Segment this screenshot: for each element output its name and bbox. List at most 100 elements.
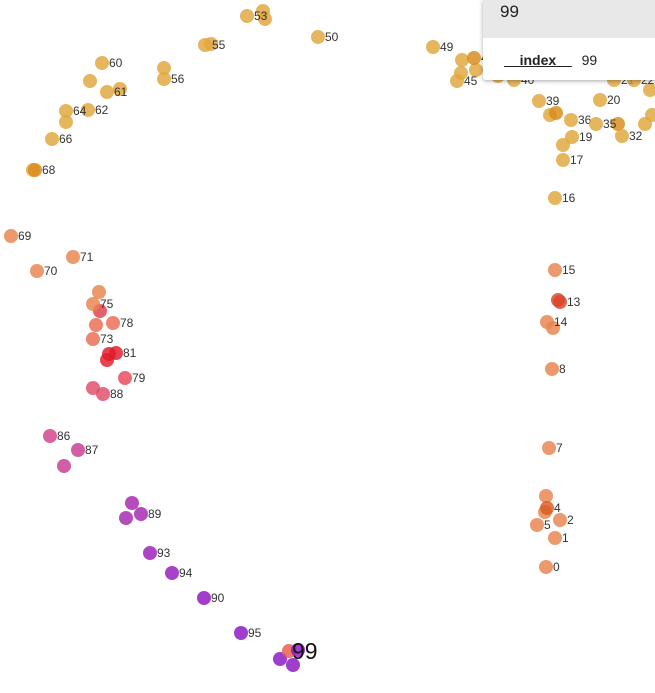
point-label-4: 4 — [554, 501, 561, 515]
data-point[interactable] — [643, 83, 655, 97]
data-point-49[interactable] — [426, 40, 440, 54]
point-label-86: 86 — [57, 429, 71, 443]
point-label-0: 0 — [553, 560, 560, 574]
point-label-55: 55 — [212, 38, 226, 52]
data-point-79[interactable] — [118, 371, 132, 385]
data-point[interactable] — [291, 643, 305, 657]
data-point-0[interactable] — [539, 560, 553, 574]
data-point[interactable] — [258, 12, 272, 26]
data-point-61[interactable] — [100, 85, 114, 99]
data-point-66[interactable] — [45, 132, 59, 146]
labeled-points: 0124578141315161719363532203921224045434… — [4, 9, 655, 640]
data-point[interactable] — [83, 74, 97, 88]
point-label-8: 8 — [559, 362, 566, 376]
data-point-75[interactable] — [86, 297, 100, 311]
point-label-45: 45 — [464, 74, 478, 88]
point-label-19: 19 — [579, 130, 593, 144]
data-point[interactable] — [57, 459, 71, 473]
data-point-8[interactable] — [545, 362, 559, 376]
data-point-69[interactable] — [4, 229, 18, 243]
data-point[interactable] — [113, 82, 127, 96]
data-point-87[interactable] — [71, 443, 85, 457]
data-point-70[interactable] — [30, 264, 44, 278]
point-label-56: 56 — [171, 72, 185, 86]
tooltip-field-name: __index__ — [504, 52, 572, 68]
data-point[interactable] — [455, 53, 469, 67]
data-point-15[interactable] — [548, 263, 562, 277]
data-point-14[interactable] — [540, 315, 554, 329]
data-point-5[interactable] — [530, 518, 544, 532]
data-point-73[interactable] — [86, 332, 100, 346]
point-label-2: 2 — [567, 513, 574, 527]
data-point[interactable] — [556, 138, 570, 152]
data-point-60[interactable] — [95, 56, 109, 70]
point-label-79: 79 — [132, 371, 146, 385]
data-point-19[interactable] — [565, 130, 579, 144]
point-label-93: 93 — [157, 546, 171, 560]
data-point-1[interactable] — [548, 531, 562, 545]
data-point-81[interactable] — [109, 346, 123, 360]
data-point-17[interactable] — [556, 153, 570, 167]
point-label-53: 53 — [254, 9, 268, 23]
point-label-1: 1 — [562, 531, 569, 545]
data-point-94[interactable] — [165, 566, 179, 580]
data-point[interactable] — [125, 496, 139, 510]
data-point-62[interactable] — [81, 103, 95, 117]
data-point-95[interactable] — [234, 626, 248, 640]
point-label-15: 15 — [562, 263, 576, 277]
point-tooltip: 99 __index__ 99 — [483, 0, 655, 80]
point-label-89: 89 — [148, 507, 162, 521]
data-point-16[interactable] — [548, 191, 562, 205]
data-point-68[interactable] — [28, 163, 42, 177]
data-point[interactable] — [611, 117, 625, 131]
data-point-43[interactable] — [467, 51, 481, 65]
data-point[interactable] — [59, 115, 73, 129]
data-point-7[interactable] — [542, 441, 556, 455]
point-label-13: 13 — [567, 295, 581, 309]
data-point[interactable] — [273, 652, 287, 666]
data-point-50[interactable] — [311, 30, 325, 44]
data-point-78[interactable] — [106, 316, 120, 330]
point-label-5: 5 — [544, 518, 551, 532]
point-label-73: 73 — [100, 332, 114, 346]
data-point[interactable] — [539, 489, 553, 503]
data-point-71[interactable] — [66, 250, 80, 264]
point-label-20: 20 — [607, 93, 621, 107]
data-point[interactable] — [89, 318, 103, 332]
point-label-49: 49 — [440, 40, 454, 54]
point-label-69: 69 — [18, 229, 32, 243]
point-label-36: 36 — [578, 113, 592, 127]
point-label-35: 35 — [603, 117, 617, 131]
data-point-53[interactable] — [240, 9, 254, 23]
data-point-36[interactable] — [564, 113, 578, 127]
data-point[interactable] — [469, 63, 483, 77]
point-label-90: 90 — [211, 591, 225, 605]
data-point-64[interactable] — [59, 104, 73, 118]
data-point-4[interactable] — [540, 501, 554, 515]
data-point-55[interactable] — [198, 38, 212, 52]
data-point[interactable] — [119, 511, 133, 525]
data-point-35[interactable] — [589, 117, 603, 131]
data-point[interactable] — [157, 61, 171, 75]
data-point-90[interactable] — [197, 591, 211, 605]
data-point-13[interactable] — [553, 295, 567, 309]
data-point[interactable] — [645, 108, 655, 122]
data-point-93[interactable] — [143, 546, 157, 560]
data-point-56[interactable] — [157, 72, 171, 86]
point-label-39: 39 — [546, 94, 560, 108]
data-point[interactable] — [286, 658, 300, 672]
data-point[interactable] — [92, 285, 106, 299]
data-point-39[interactable] — [532, 94, 546, 108]
data-point-45[interactable] — [450, 74, 464, 88]
data-point-32[interactable] — [615, 129, 629, 143]
data-point-89[interactable] — [134, 507, 148, 521]
point-label-68: 68 — [42, 163, 56, 177]
point-label-62: 62 — [95, 103, 109, 117]
data-point-20[interactable] — [593, 93, 607, 107]
data-point-88[interactable] — [96, 387, 110, 401]
data-point-86[interactable] — [43, 429, 57, 443]
data-point-2[interactable] — [553, 513, 567, 527]
point-label-70: 70 — [44, 264, 58, 278]
data-point[interactable] — [549, 106, 563, 120]
